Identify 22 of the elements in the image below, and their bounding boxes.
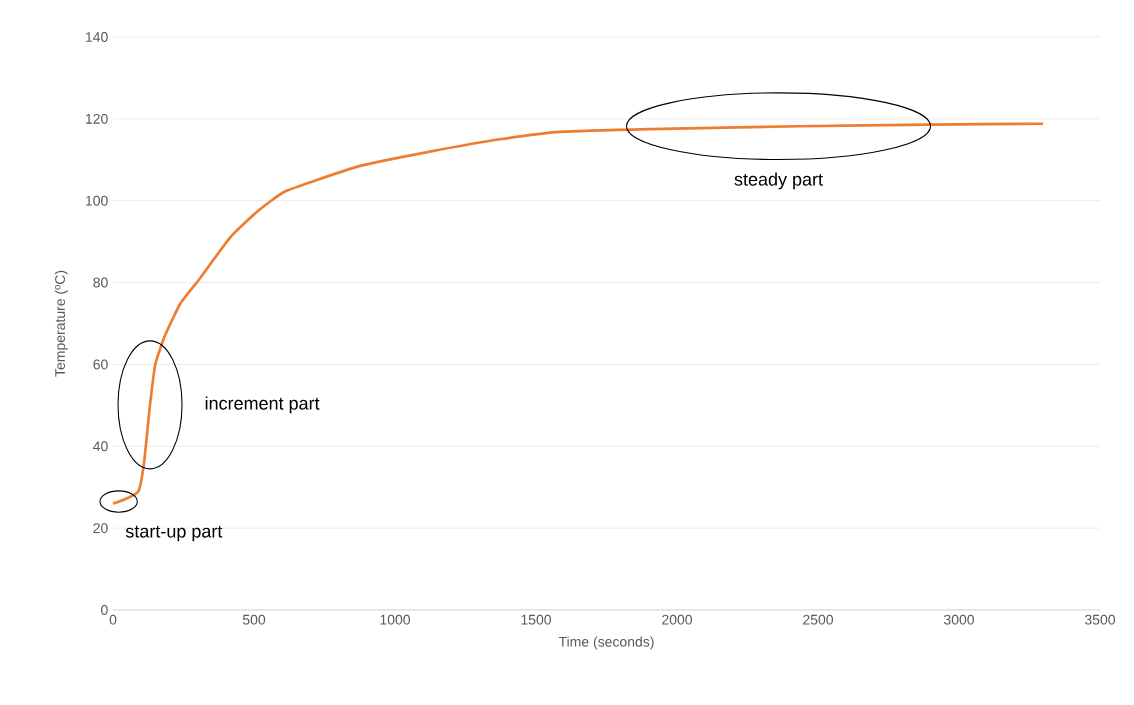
annotation: increment part	[205, 396, 320, 414]
x-axis-title: Time (seconds)	[558, 636, 654, 650]
x-tick-label: 1000	[380, 614, 411, 625]
y-tick-label: 0	[101, 605, 108, 615]
y-tick-label: 20	[93, 523, 108, 534]
y-tick-label: 100	[86, 195, 108, 206]
y-tick-label: 60	[93, 359, 108, 370]
annotation: start-up part	[125, 525, 223, 542]
y-tick-label: 40	[93, 441, 108, 452]
y-axis-title: Temperature (ºC)	[54, 270, 68, 377]
y-tick-label: 120	[86, 113, 108, 124]
x-tick-label: 500	[242, 614, 266, 625]
x-tick-label: 1500	[521, 614, 552, 625]
x-tick-label: 3000	[943, 614, 975, 625]
x-tick-label: 3500	[1084, 614, 1116, 625]
x-tick-label: 2000	[662, 614, 693, 625]
line-series	[111, 122, 1045, 505]
y-tick-label: 140	[86, 32, 108, 42]
annotation: steady part	[734, 172, 823, 190]
x-tick-label: 0	[109, 614, 117, 625]
y-tick-label: 80	[93, 277, 108, 288]
x-tick-label: 2500	[803, 614, 834, 625]
